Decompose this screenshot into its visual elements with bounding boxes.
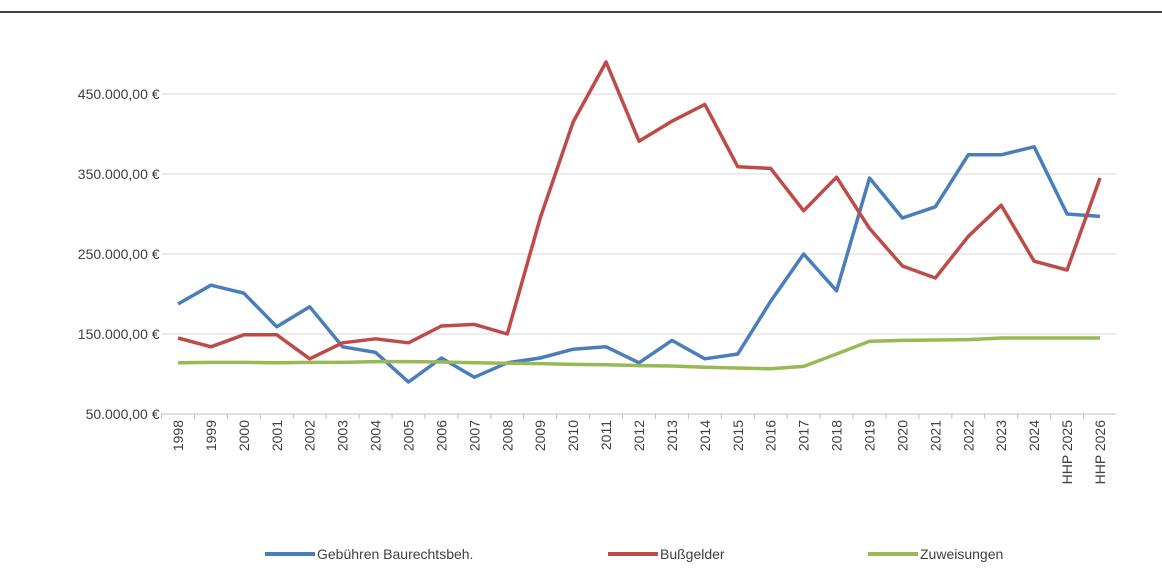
x-tick-label: 2010 [565, 420, 581, 451]
series-line [177, 60, 1102, 361]
x-tick-label: 1998 [170, 420, 186, 451]
x-tick-label: HHP 2025 [1059, 420, 1075, 485]
x-tick-label: 2004 [368, 420, 384, 451]
x-tick-label: 2024 [1026, 420, 1042, 451]
y-tick-label: 150.000,00 € [78, 326, 160, 342]
x-tick-label: 2014 [697, 420, 713, 451]
x-tick-label: 2016 [763, 420, 779, 451]
x-tick-label: 2012 [631, 420, 647, 451]
y-tick-label: 50.000,00 € [86, 406, 160, 422]
x-tick-label: 2019 [861, 420, 877, 451]
x-tick-label: 2015 [730, 420, 746, 451]
x-tick-label: 2005 [401, 420, 417, 451]
x-tick-label: 2006 [433, 420, 449, 451]
x-tick-label: 1999 [203, 420, 219, 451]
y-tick-label: 350.000,00 € [78, 166, 160, 182]
series-line [177, 336, 1100, 371]
x-tick-label: 2022 [960, 420, 976, 451]
x-tick-label: 2001 [269, 420, 285, 451]
x-tick-label: 2009 [532, 420, 548, 451]
x-tick-label: 2021 [927, 420, 943, 451]
x-tick-label: 2013 [664, 420, 680, 451]
x-tick-label: 2023 [993, 420, 1009, 451]
x-tick-label: 2002 [302, 420, 318, 451]
x-tick-label: 2000 [236, 420, 252, 451]
legend-label: Bußgelder [660, 546, 725, 562]
y-tick-label: 250.000,00 € [78, 246, 160, 262]
x-tick-label: 2011 [598, 420, 614, 450]
series-line [177, 145, 1101, 384]
y-tick-label: 450.000,00 € [78, 86, 160, 102]
x-tick-label: 2003 [335, 420, 351, 451]
x-tick-label: 2007 [466, 420, 482, 451]
x-tick-label: HHP 2026 [1092, 420, 1108, 485]
x-tick-label: 2018 [829, 420, 845, 451]
legend-label: Gebühren Baurechtsbeh. [317, 546, 473, 562]
legend-label: Zuweisungen [920, 546, 1003, 562]
x-tick-label: 2020 [894, 420, 910, 451]
x-tick-label: 2008 [499, 420, 515, 451]
x-tick-label: 2017 [796, 420, 812, 451]
